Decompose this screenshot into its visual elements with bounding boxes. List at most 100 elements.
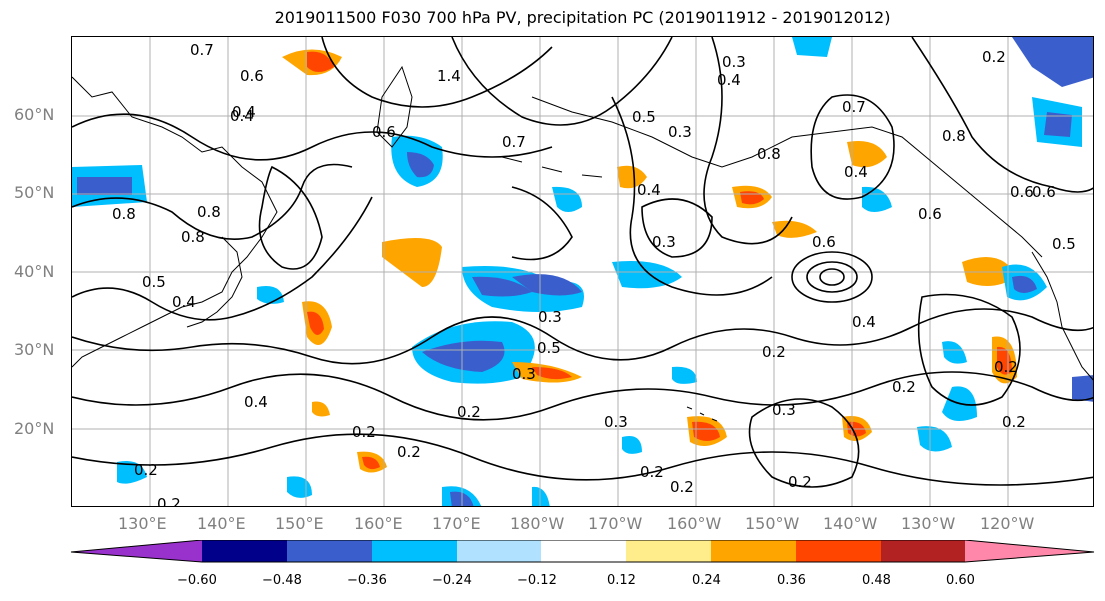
colorbar-tick-label: 0.24	[692, 573, 721, 588]
contour-label: 0.4	[232, 103, 256, 121]
map-panel: 0.7 0.6 0.4 0.8 1.4 0.7 0.6 0.3 0.4 0.5 …	[71, 36, 1094, 507]
colorbar-tick-label: −0.12	[517, 573, 557, 588]
lon-label: 180°W	[510, 514, 565, 533]
lon-label: 140°W	[823, 514, 878, 533]
contour-label: 0.2	[1002, 413, 1026, 431]
lat-label-20n: 20°N	[14, 419, 55, 438]
precip-negative-area	[1012, 275, 1037, 293]
contour-label: 0.2	[397, 443, 421, 461]
precip-negative-area	[672, 366, 697, 384]
contour-label: 0.3	[722, 53, 746, 71]
contour-label: 0.2	[457, 403, 481, 421]
colorbar-segment	[457, 540, 541, 562]
colorbar-tick-label: −0.36	[347, 573, 387, 588]
contour-label: 0.8	[181, 228, 205, 246]
contour-label: 0.6	[1032, 183, 1056, 201]
precip-negative-area	[1072, 375, 1093, 402]
contour-labels: 0.7 0.6 0.4 0.8 1.4 0.7 0.6 0.3 0.4 0.5 …	[112, 41, 1076, 507]
precip-positive-area	[312, 401, 330, 417]
contour-label: 0.4	[717, 71, 741, 89]
contour-label: 0.4	[230, 107, 254, 125]
colorbar-segment	[287, 540, 372, 562]
contour-label: 0.4	[244, 393, 268, 411]
contour-label: 0.2	[892, 378, 916, 396]
precip-negative-area	[512, 274, 582, 296]
precip-negative-area	[552, 186, 582, 212]
precip-negative-area	[117, 461, 147, 484]
colorbar-segment	[372, 540, 457, 562]
lat-label-30n: 30°N	[14, 340, 55, 359]
precip-strong-positive-area	[362, 456, 380, 470]
precip-negative-area	[77, 177, 132, 195]
aleutian-islands	[501, 156, 603, 178]
contour-label: 0.8	[757, 145, 781, 163]
precip-negative-area	[422, 340, 505, 372]
contour-label: 0.8	[942, 127, 966, 145]
precip-negative-area	[792, 37, 832, 57]
map-title: 2019011500 F030 700 hPa PV, precipitatio…	[274, 8, 891, 27]
coastlines	[72, 65, 1093, 422]
precip-negative-area	[917, 426, 952, 452]
contour-label: 0.2	[157, 495, 181, 507]
colorbar-tick-label: 0.12	[607, 573, 636, 588]
precip-positive-area	[772, 220, 817, 238]
contour-label: 0.2	[640, 463, 664, 481]
contour-label: 0.2	[982, 48, 1006, 66]
precip-negative-area	[287, 476, 312, 498]
contour-label: 0.3	[512, 365, 536, 383]
contour-label: 0.4	[637, 181, 661, 199]
precip-negative-area	[257, 286, 284, 304]
contour-label: 0.7	[190, 41, 214, 59]
contour-label: 0.4	[844, 163, 868, 181]
colorbar-tick-label: 0.48	[862, 573, 891, 588]
precip-negative-area	[1012, 37, 1093, 87]
contour-label: 0.2	[670, 478, 694, 496]
lon-label: 140°E	[197, 514, 246, 533]
lon-label: 170°W	[588, 514, 643, 533]
lon-label: 170°E	[432, 514, 481, 533]
colorbar-segment	[71, 540, 202, 562]
contour-label: 0.2	[994, 358, 1018, 376]
contour-label: 0.6	[918, 205, 942, 223]
map-svg: 0.7 0.6 0.4 0.8 1.4 0.7 0.6 0.3 0.4 0.5 …	[72, 37, 1093, 507]
pv-contours	[72, 37, 1093, 488]
lon-label: 150°W	[745, 514, 800, 533]
precip-strong-positive-area	[307, 51, 334, 72]
contour-label: 0.2	[788, 473, 812, 491]
contour-label: 0.6	[812, 233, 836, 251]
japan-coast	[186, 236, 243, 328]
lon-label: 150°E	[275, 514, 324, 533]
lon-label: 160°E	[354, 514, 403, 533]
colorbar-segment	[711, 540, 796, 562]
contour-label: 0.2	[762, 343, 786, 361]
contour-label: 1.4	[437, 67, 461, 85]
contour-label: 0.2	[134, 461, 158, 479]
colorbar-tick-label: −0.60	[177, 573, 217, 588]
lat-label-60n: 60°N	[14, 105, 55, 124]
contour-label: 0.5	[537, 339, 561, 357]
contour-label: 0.5	[632, 108, 656, 126]
contour-label: 0.2	[352, 423, 376, 441]
precip-negative-area	[532, 486, 550, 506]
colorbar-tick-label: −0.48	[262, 573, 302, 588]
precip-positive-area	[617, 165, 647, 189]
colorbar	[70, 540, 1095, 563]
precip-negative-area	[622, 436, 642, 454]
precip-negative-area	[862, 186, 892, 212]
contour-label: 0.7	[842, 98, 866, 116]
precip-shading	[72, 37, 1093, 506]
precip-strong-positive-area	[307, 311, 324, 336]
precip-negative-area	[472, 276, 532, 297]
lon-label: 160°W	[667, 514, 722, 533]
colorbar-segment	[881, 540, 965, 562]
contour-label: 0.6	[372, 123, 396, 141]
contour-label: 0.3	[652, 233, 676, 251]
contour-label: 0.3	[604, 413, 628, 431]
precip-negative-area	[1044, 112, 1072, 137]
colorbar-tick-label: −0.24	[432, 573, 472, 588]
colorbar-segment	[626, 540, 711, 562]
contour-label: 0.6	[240, 67, 264, 85]
lat-label-40n: 40°N	[14, 262, 55, 281]
lon-label: 130°W	[901, 514, 956, 533]
colorbar-outline	[70, 540, 1095, 563]
